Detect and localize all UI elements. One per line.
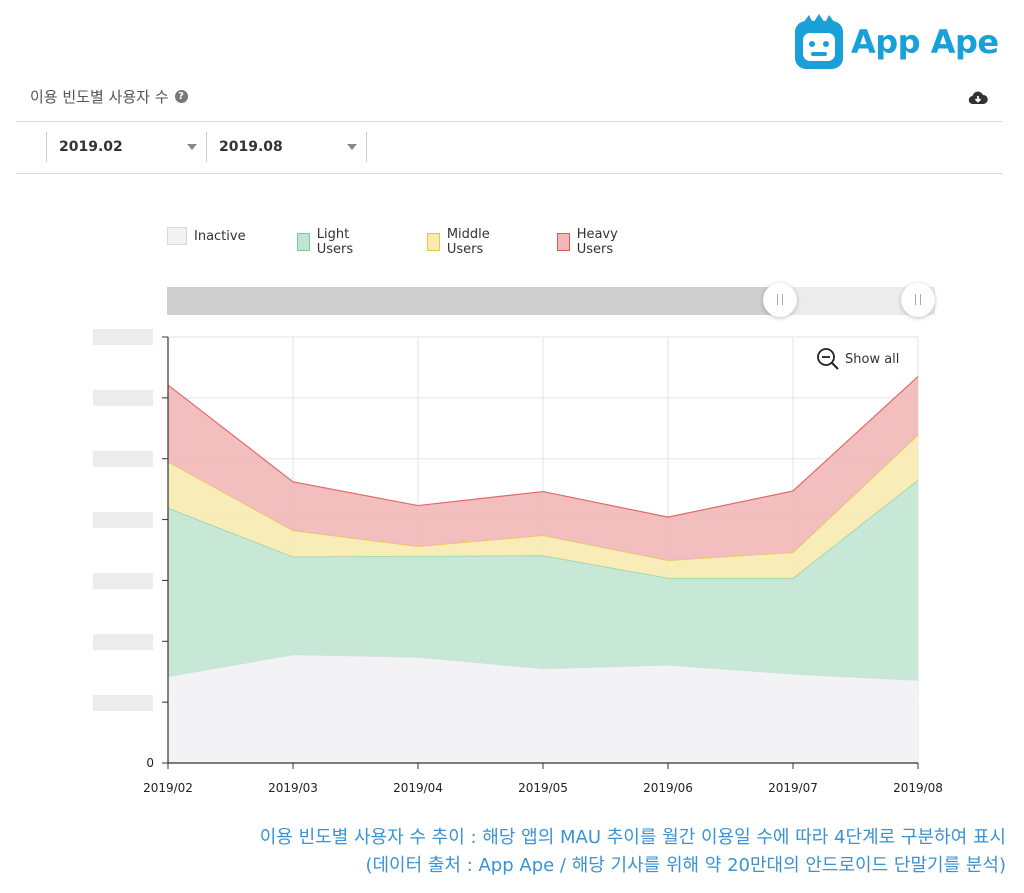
y-tick-label-redacted — [93, 451, 153, 467]
y-tick-label-redacted — [93, 634, 153, 650]
area-light-users — [168, 480, 918, 681]
to-month-value: 2019.08 — [219, 139, 283, 155]
area-heavy-users — [168, 376, 918, 561]
y-tick-label-redacted — [93, 573, 153, 589]
x-tick-label: 2019/05 — [518, 781, 568, 795]
caption-line-1: 이용 빈도별 사용자 수 추이 : 해당 앱의 MAU 추이를 월간 이용일 수… — [259, 827, 1006, 848]
from-month-value: 2019.02 — [59, 139, 123, 155]
y-tick-label-redacted — [93, 329, 153, 345]
x-tick-label: 2019/08 — [893, 781, 943, 795]
chart-areas — [167, 376, 919, 763]
area-middle-users — [168, 434, 918, 578]
filter-toolbar: 2019.02 2019.08 — [16, 121, 1002, 174]
range-slider-handle-start[interactable] — [763, 283, 798, 317]
caption-line-2: (데이터 출처 : App Ape / 해당 기사를 위해 약 20만대의 안드… — [365, 855, 1006, 876]
brand-name: App Ape — [851, 23, 999, 61]
area-inactive — [168, 654, 918, 763]
x-tick-label: 2019/03 — [268, 781, 318, 795]
legend-swatch — [297, 233, 310, 251]
legend-label: Light Users — [316, 227, 354, 257]
range-slider-handle-end[interactable] — [901, 283, 935, 317]
y-tick-label-redacted — [93, 695, 153, 711]
legend-swatch — [167, 227, 187, 245]
show-all-button[interactable]: Show all — [817, 348, 899, 370]
app-ape-logo-icon — [795, 14, 843, 69]
legend-swatch — [557, 233, 570, 251]
section-title-text: 이용 빈도별 사용자 수 — [30, 88, 169, 106]
user-frequency-chart: 2019/02 2019/03 2019/04 2019/05 2019/06 2019/… — [0, 320, 1024, 810]
chevron-down-icon — [347, 144, 357, 150]
to-month-select[interactable]: 2019.08 — [206, 132, 367, 162]
x-tick-label: 2019/02 — [143, 781, 193, 795]
section-title: 이용 빈도별 사용자 수 ? — [30, 86, 188, 107]
y-tick-label-redacted — [93, 390, 153, 406]
chevron-down-icon — [187, 144, 197, 150]
y-tick-label-zero: 0 — [146, 756, 154, 770]
zoom-out-icon-handle — [831, 362, 839, 370]
chart-plot: 2019/02 2019/03 2019/04 2019/05 2019/06 2019/… — [143, 336, 943, 795]
question-icon[interactable]: ? — [174, 90, 188, 103]
legend-item-inactive[interactable]: Inactive — [167, 227, 246, 245]
toolbar-divider — [366, 132, 367, 162]
y-tick-label-redacted — [93, 512, 153, 528]
figure-caption: 이용 빈도별 사용자 수 추이 : 해당 앱의 MAU 추이를 월간 이용일 수… — [260, 824, 1006, 880]
legend-item-light-users[interactable]: Light Users — [297, 227, 360, 257]
x-tick-label: 2019/07 — [768, 781, 818, 795]
legend-label: Heavy Users — [576, 227, 618, 257]
range-slider-selection[interactable] — [167, 287, 782, 315]
legend-swatch — [427, 233, 440, 251]
x-tick-label: 2019/04 — [393, 781, 443, 795]
chart-axes — [162, 336, 919, 769]
range-slider[interactable] — [167, 283, 935, 317]
legend-label: Middle Users — [446, 227, 490, 257]
x-tick-label: 2019/06 — [643, 781, 693, 795]
app-ape-logo: App Ape — [793, 12, 999, 72]
line-heavy-users — [167, 376, 919, 518]
legend-item-heavy-users[interactable]: Heavy Users — [557, 227, 625, 257]
show-all-label[interactable]: Show all — [845, 352, 899, 367]
legend-item-middle-users[interactable]: Middle Users — [427, 227, 497, 257]
from-month-select[interactable]: 2019.02 — [46, 132, 207, 162]
chart-labels: 2019/02 2019/03 2019/04 2019/05 2019/06 2019/… — [143, 756, 943, 795]
cloud-download-icon[interactable] — [968, 90, 988, 106]
legend-label: Inactive — [194, 228, 246, 244]
zoom-out-icon — [817, 348, 835, 366]
